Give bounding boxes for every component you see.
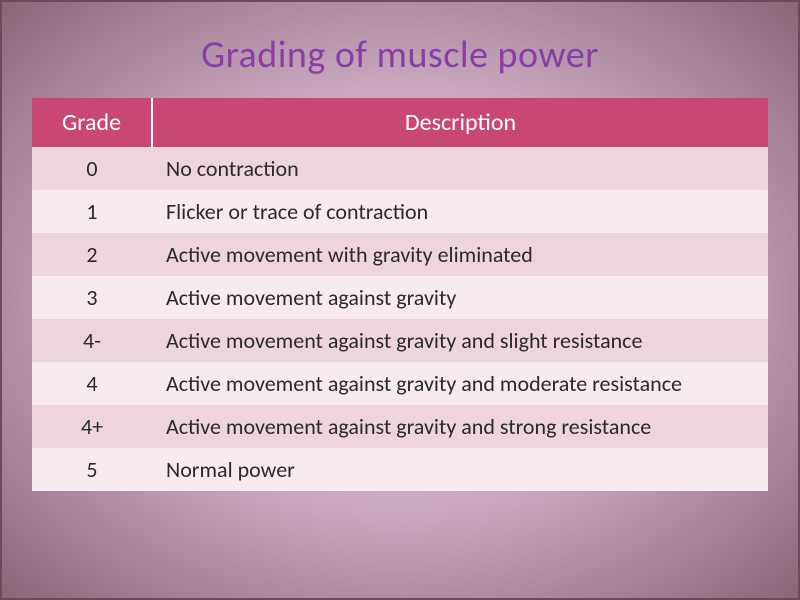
table-row: 3 Active movement against gravity: [32, 276, 768, 319]
table-row: 0 No contraction: [32, 147, 768, 190]
grade-cell: 2: [32, 233, 152, 276]
table-row: 5 Normal power: [32, 448, 768, 491]
description-cell: Active movement against gravity and mode…: [152, 362, 768, 405]
description-cell: Active movement with gravity eliminated: [152, 233, 768, 276]
table-row: 2 Active movement with gravity eliminate…: [32, 233, 768, 276]
description-cell: Active movement against gravity and stro…: [152, 405, 768, 448]
description-cell: Active movement against gravity and slig…: [152, 319, 768, 362]
description-cell: Normal power: [152, 448, 768, 491]
grade-cell: 4-: [32, 319, 152, 362]
description-cell: Flicker or trace of contraction: [152, 190, 768, 233]
column-header-grade: Grade: [32, 98, 152, 147]
slide-title: Grading of muscle power: [32, 32, 768, 78]
grade-cell: 1: [32, 190, 152, 233]
grade-cell: 4: [32, 362, 152, 405]
slide-container: Grading of muscle power Grade Descriptio…: [0, 0, 800, 600]
description-cell: No contraction: [152, 147, 768, 190]
grade-cell: 0: [32, 147, 152, 190]
grade-cell: 5: [32, 448, 152, 491]
table-row: 1 Flicker or trace of contraction: [32, 190, 768, 233]
grade-cell: 3: [32, 276, 152, 319]
table-header-row: Grade Description: [32, 98, 768, 147]
table-row: 4- Active movement against gravity and s…: [32, 319, 768, 362]
column-header-description: Description: [152, 98, 768, 147]
description-cell: Active movement against gravity: [152, 276, 768, 319]
grade-cell: 4+: [32, 405, 152, 448]
table-row: 4 Active movement against gravity and mo…: [32, 362, 768, 405]
muscle-power-table: Grade Description 0 No contraction 1 Fli…: [32, 98, 768, 491]
table-row: 4+ Active movement against gravity and s…: [32, 405, 768, 448]
